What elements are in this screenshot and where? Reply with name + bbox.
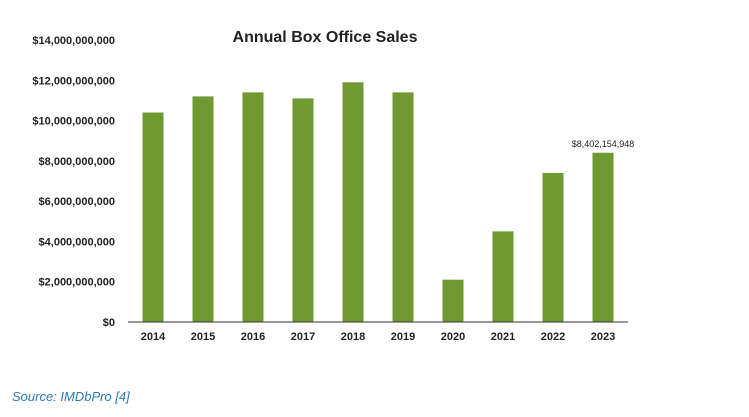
x-tick-label: 2019 [391, 331, 415, 343]
x-tick-label: 2021 [491, 331, 515, 343]
source-caption: Source: IMDbPro [4] [12, 389, 130, 404]
y-axis-tick-labels: $0 $2,000,000,000 $4,000,000,000 $6,000,000… [32, 35, 115, 329]
bar-2019 [392, 92, 414, 322]
y-tick-label: $4,000,000,000 [39, 236, 115, 248]
bars [142, 82, 614, 323]
data-annotations: $8,402,154,948 [572, 139, 635, 149]
x-tick-label: 2014 [141, 331, 166, 343]
y-tick-label: $12,000,000,000 [32, 75, 115, 87]
x-tick-label: 2016 [241, 331, 265, 343]
x-tick-label: 2018 [341, 331, 365, 343]
bar-2022 [542, 172, 564, 322]
x-tick-label: 2017 [291, 331, 315, 343]
x-tick-label: 2015 [191, 331, 215, 343]
bar-2016 [242, 92, 264, 322]
y-tick-label: $8,000,000,000 [39, 156, 115, 168]
chart-container: Annual Box Office Sales $0 $2,000,000,000… [32, 29, 635, 343]
bar-2021 [492, 231, 514, 322]
bar-chart: Annual Box Office Sales $0 $2,000,000,000… [32, 29, 635, 343]
x-axis-tick-labels: 2014 2015 2016 2017 2018 2019 2020 2021 2022 2023 [141, 331, 615, 343]
y-tick-label: $6,000,000,000 [39, 196, 115, 208]
y-tick-label: $10,000,000,000 [32, 116, 115, 128]
y-tick-label: $0 [103, 317, 115, 329]
bar-2014 [142, 112, 164, 322]
bar-2018 [342, 82, 364, 322]
x-tick-label: 2020 [441, 331, 465, 343]
x-tick-label: 2022 [541, 331, 565, 343]
bar-2015 [192, 96, 214, 323]
bar-2023 [592, 152, 614, 322]
x-tick-label: 2023 [591, 331, 615, 343]
y-tick-label: $14,000,000,000 [32, 35, 115, 47]
bar-2017 [292, 98, 314, 323]
chart-title: Annual Box Office Sales [233, 29, 418, 46]
y-tick-label: $2,000,000,000 [39, 277, 115, 289]
data-label-2023: $8,402,154,948 [572, 139, 635, 149]
bar-2020 [442, 279, 464, 322]
